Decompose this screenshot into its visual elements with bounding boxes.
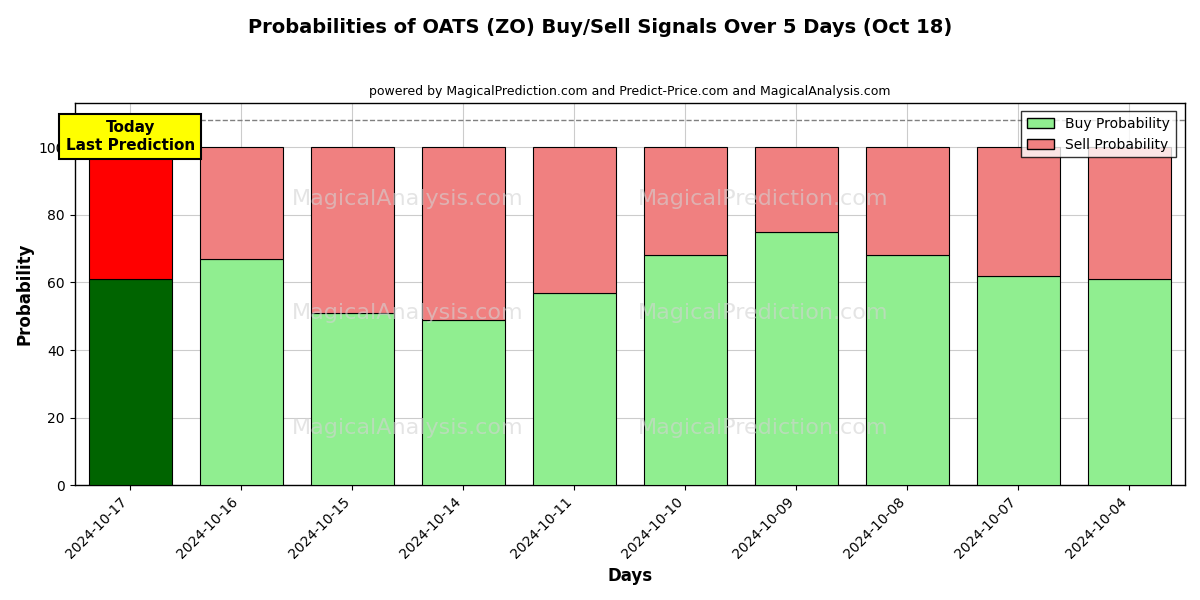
Text: MagicalPrediction.com: MagicalPrediction.com (638, 304, 888, 323)
X-axis label: Days: Days (607, 567, 653, 585)
Bar (977, 147, 1060, 275)
Bar (643, 147, 727, 256)
Bar (311, 147, 394, 313)
Bar (199, 259, 283, 485)
Bar (421, 147, 505, 320)
Text: MagicalAnalysis.com: MagicalAnalysis.com (292, 304, 523, 323)
Bar (533, 147, 616, 293)
Text: Today
Last Prediction: Today Last Prediction (66, 120, 194, 152)
Bar (865, 147, 949, 256)
Bar (311, 313, 394, 485)
Bar (89, 279, 172, 485)
Y-axis label: Probability: Probability (16, 243, 34, 346)
Title: powered by MagicalPrediction.com and Predict-Price.com and MagicalAnalysis.com: powered by MagicalPrediction.com and Pre… (370, 85, 890, 98)
Bar (755, 232, 838, 485)
Bar (1088, 147, 1171, 279)
Text: MagicalPrediction.com: MagicalPrediction.com (638, 189, 888, 209)
Legend: Buy Probability, Sell Probability: Buy Probability, Sell Probability (1021, 111, 1176, 157)
Text: MagicalAnalysis.com: MagicalAnalysis.com (292, 189, 523, 209)
Bar (977, 275, 1060, 485)
Bar (533, 293, 616, 485)
Bar (755, 147, 838, 232)
Bar (1088, 279, 1171, 485)
Bar (199, 147, 283, 259)
Bar (421, 320, 505, 485)
Bar (865, 256, 949, 485)
Text: MagicalPrediction.com: MagicalPrediction.com (638, 418, 888, 438)
Bar (643, 256, 727, 485)
Text: MagicalAnalysis.com: MagicalAnalysis.com (292, 418, 523, 438)
Bar (89, 147, 172, 279)
Text: Probabilities of OATS (ZO) Buy/Sell Signals Over 5 Days (Oct 18): Probabilities of OATS (ZO) Buy/Sell Sign… (248, 18, 952, 37)
